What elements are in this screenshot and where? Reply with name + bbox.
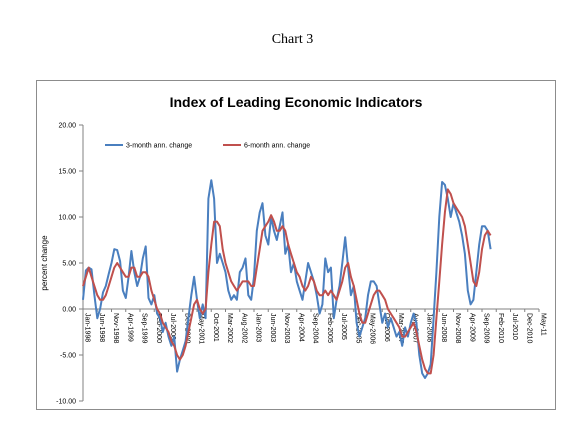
x-tick-label: Jun-1998: [98, 313, 105, 342]
chart-svg: Index of Leading Economic Indicators per…: [40, 94, 547, 406]
x-tick-label: May-2001: [198, 313, 205, 344]
x-tick-label: Jan-2003: [255, 313, 262, 342]
legend-label-2: 6-month ann. change: [244, 143, 310, 150]
series-layer: [82, 179, 492, 379]
x-tick-label: Nov-1998: [112, 313, 119, 343]
y-tick-label: 20.00: [58, 123, 76, 130]
x-tick-label: Feb-2000: [155, 313, 162, 343]
x-tick-label: Jun-2008: [440, 313, 447, 342]
y-tick-label: 5.00: [62, 261, 76, 268]
x-tick-label: Sep-2009: [483, 313, 490, 343]
y-tick-label: 0.00: [62, 307, 76, 314]
chart-frame: Index of Leading Economic Indicators per…: [36, 80, 556, 410]
x-tick-label: Feb-2010: [497, 313, 504, 343]
x-tick-label: Apr-2004: [297, 313, 304, 342]
x-tick-label: Sep-1999: [141, 313, 148, 343]
legend-label-1: 3-month ann. change: [126, 143, 192, 150]
x-tick-label: Jun-2003: [269, 313, 276, 342]
x-tick-label: Oct-2006: [383, 313, 390, 342]
series-line-2: [82, 188, 492, 375]
x-tick-label: Dec-2010: [525, 313, 532, 343]
x-tick-label: May-11: [540, 313, 547, 336]
x-tick-label: Sep-2004: [312, 313, 319, 343]
x-tick-label: May-2006: [369, 313, 376, 344]
chart-title: Index of Leading Economic Indicators: [170, 94, 423, 110]
y-axis-label: percent change: [40, 235, 49, 291]
y-tick-label: -5.00: [60, 353, 76, 360]
y-tick-label: -10.00: [56, 399, 76, 406]
x-tick-label: Feb-2005: [326, 313, 333, 343]
x-tick-label: Nov-2008: [454, 313, 461, 343]
x-tick-label: Jan-1998: [84, 313, 91, 342]
x-tick-label: Apr-1999: [126, 313, 133, 342]
x-tick-label: Jul-2010: [511, 313, 518, 340]
x-tick-label: Oct-2001: [212, 313, 219, 342]
series-line-1: [82, 179, 492, 379]
x-tick-label: Jul-2000: [169, 313, 176, 340]
x-tick-label: Jan-2008: [426, 313, 433, 342]
x-tick-label: Mar-2002: [226, 313, 233, 343]
y-tick-label: 10.00: [58, 215, 76, 222]
x-tick-label: Aug-2002: [240, 313, 247, 343]
x-tick-label: Nov-2003: [283, 313, 290, 343]
x-tick-label: Apr-2009: [468, 313, 475, 342]
legend: 3-month ann. change 6-month ann. change: [105, 143, 310, 150]
x-tick-label: Jul-2005: [340, 313, 347, 340]
y-tick-label: 15.00: [58, 169, 76, 176]
page-caption: Chart 3: [271, 32, 314, 47]
